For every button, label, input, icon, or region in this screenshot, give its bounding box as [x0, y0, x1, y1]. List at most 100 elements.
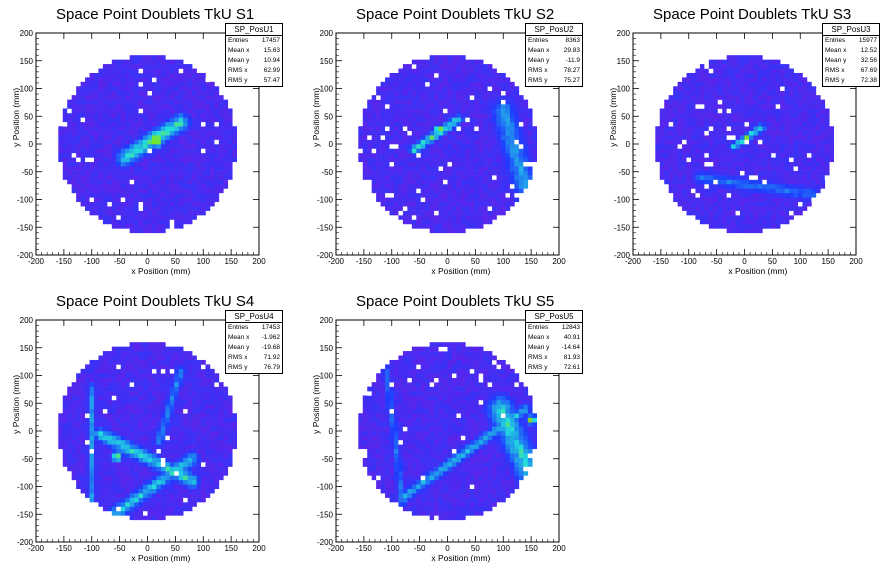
heatmap-cell [407, 68, 413, 74]
heatmap-cell [389, 157, 395, 163]
heatmap-cell [209, 81, 215, 87]
heatmap-cell [793, 170, 799, 176]
heatmap-cell [690, 81, 696, 87]
stats-row: RMS y 57.47 [226, 76, 282, 86]
heatmap-cell [160, 210, 166, 216]
heatmap-cell [780, 201, 785, 207]
heatmap-cell [815, 188, 821, 194]
heatmap-cell [686, 77, 692, 83]
heatmap-cell [478, 201, 484, 207]
x-tick-label: -150 [356, 257, 373, 266]
heatmap-cell [753, 157, 759, 163]
heatmap-cell [58, 435, 64, 441]
heatmap-cell [443, 86, 448, 92]
heatmap-cell [209, 90, 215, 96]
heatmap-cell [376, 152, 381, 158]
heatmap-cell [456, 179, 462, 185]
heatmap-cell [201, 95, 206, 100]
heatmap-cell [151, 170, 157, 176]
heatmap-cell [447, 228, 453, 234]
heatmap-cell [367, 183, 372, 189]
heatmap-cell [469, 144, 475, 149]
heatmap-cell [523, 130, 529, 136]
heatmap-cell [134, 215, 139, 220]
heatmap-cell [89, 108, 95, 114]
heatmap-cell [111, 510, 117, 516]
heatmap-cell [111, 144, 117, 149]
heatmap-cell [762, 223, 768, 229]
heatmap-cell [169, 72, 175, 78]
heatmap-cell [165, 183, 171, 189]
heatmap-cell [492, 197, 497, 203]
heatmap-cell [456, 201, 462, 207]
heatmap-cell [402, 201, 408, 207]
heatmap-cell [416, 183, 422, 189]
heatmap-cell [789, 175, 794, 180]
heatmap-cell [376, 166, 381, 171]
heatmap-cell [429, 117, 435, 123]
heatmap-cell [183, 86, 188, 92]
heatmap-cell [93, 457, 99, 463]
heatmap-cell [98, 179, 104, 185]
heatmap-cell [143, 77, 148, 83]
heatmap-cell [478, 183, 484, 189]
heatmap-cell [89, 470, 95, 476]
heatmap-cell [89, 462, 95, 467]
heatmap-cell [134, 144, 139, 149]
heatmap-cell [111, 64, 117, 69]
heatmap-cell [116, 497, 122, 503]
heatmap-cell [80, 197, 86, 203]
heatmap-cell [93, 197, 99, 203]
heatmap-cell [129, 152, 135, 158]
heatmap-cell [523, 161, 529, 167]
heatmap-cell [156, 386, 162, 392]
heatmap-cell [174, 130, 180, 136]
heatmap-cell [102, 72, 108, 78]
heatmap-cell [80, 484, 86, 490]
heatmap-cell [811, 104, 817, 109]
heatmap-cell [134, 399, 139, 405]
heatmap-cell [385, 121, 390, 127]
heatmap-cell [496, 86, 502, 92]
heatmap-cell [129, 351, 135, 356]
heatmap-cell [487, 192, 493, 198]
heatmap-cell [425, 179, 430, 185]
heatmap-cell [668, 95, 674, 100]
heatmap-cell [111, 210, 117, 216]
heatmap-cell [169, 219, 175, 225]
stats-label: Mean x [528, 47, 550, 54]
heatmap-cell [376, 183, 381, 189]
heatmap-cell [120, 351, 126, 356]
heatmap-cell [111, 377, 117, 383]
heatmap-cell [699, 210, 705, 216]
heatmap-cell [398, 157, 404, 163]
heatmap-cell [134, 183, 139, 189]
heatmap-cell [98, 386, 104, 392]
heatmap-cell [811, 90, 817, 96]
heatmap-cell [717, 95, 723, 100]
heatmap-cell [726, 152, 732, 158]
heatmap-cell [717, 219, 723, 225]
heatmap-cell [205, 90, 211, 96]
heatmap-cell [134, 368, 139, 374]
heatmap-cell [811, 95, 817, 100]
heatmap-cell [523, 148, 529, 154]
heatmap-cell [789, 126, 794, 131]
heatmap-cell [744, 112, 750, 118]
heatmap-cell [820, 130, 826, 136]
heatmap-cell [420, 161, 426, 167]
heatmap-cell [722, 152, 727, 158]
heatmap-cell [469, 166, 475, 171]
heatmap-cell [753, 95, 759, 100]
heatmap-cell [695, 206, 701, 211]
heatmap-cell [655, 157, 661, 163]
heatmap-cell [505, 90, 511, 96]
heatmap-cell [695, 126, 701, 131]
heatmap-cell [806, 201, 812, 207]
heatmap-cell [717, 152, 723, 158]
heatmap-cell [80, 188, 86, 194]
heatmap-cell [478, 157, 484, 163]
heatmap-cell [695, 108, 701, 114]
heatmap-cell [704, 175, 710, 180]
heatmap-cell [820, 117, 826, 123]
